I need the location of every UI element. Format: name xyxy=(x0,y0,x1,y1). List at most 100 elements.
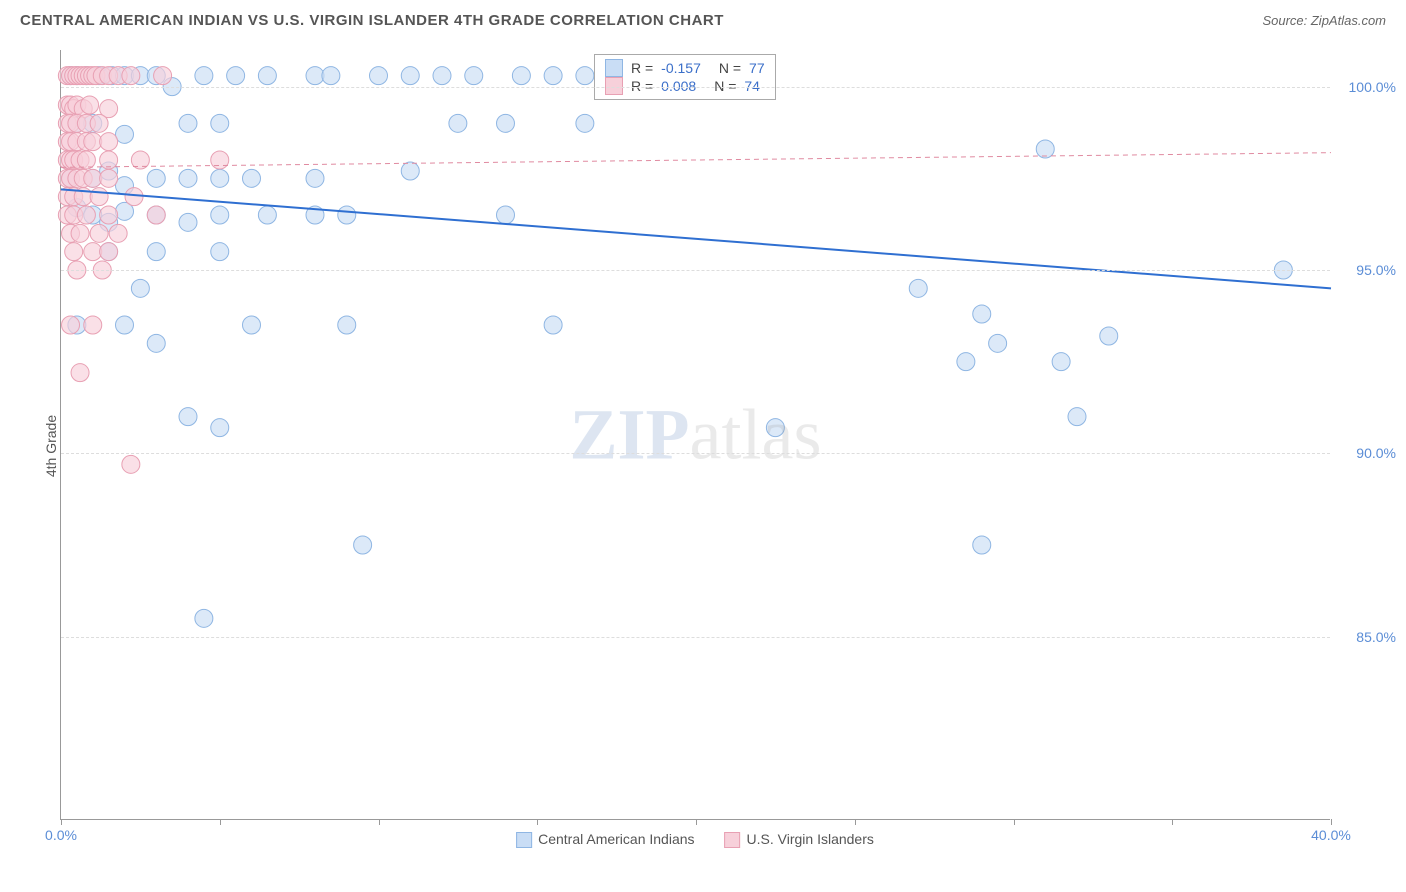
gridline xyxy=(61,87,1330,88)
data-point xyxy=(125,188,143,206)
data-point xyxy=(179,408,197,426)
data-point xyxy=(90,224,108,242)
x-tick xyxy=(1331,819,1332,825)
y-tick-label: 85.0% xyxy=(1356,629,1396,645)
data-point xyxy=(973,536,991,554)
n-value: 77 xyxy=(749,60,765,76)
r-value: -0.157 xyxy=(661,60,701,76)
data-point xyxy=(90,114,108,132)
gridline xyxy=(61,270,1330,271)
x-tick xyxy=(379,819,380,825)
data-point xyxy=(544,316,562,334)
x-tick-label: 0.0% xyxy=(45,827,77,843)
data-point xyxy=(211,243,229,261)
data-point xyxy=(84,316,102,334)
data-point xyxy=(84,133,102,151)
legend-box-swatch xyxy=(605,59,623,77)
data-point xyxy=(71,364,89,382)
data-point xyxy=(497,114,515,132)
data-point xyxy=(116,125,134,143)
data-point xyxy=(109,224,127,242)
data-point xyxy=(147,334,165,352)
data-point xyxy=(100,243,118,261)
data-point xyxy=(147,169,165,187)
chart-title: CENTRAL AMERICAN INDIAN VS U.S. VIRGIN I… xyxy=(20,12,724,29)
gridline xyxy=(61,637,1330,638)
data-point xyxy=(576,67,594,85)
trend-line xyxy=(61,189,1331,288)
x-tick xyxy=(537,819,538,825)
data-point xyxy=(211,206,229,224)
plot-frame: ZIPatlas R =-0.157N =77R =0.008N =74 85.… xyxy=(60,50,1330,820)
data-point xyxy=(243,316,261,334)
n-label: N = xyxy=(719,60,741,76)
data-point xyxy=(122,67,140,85)
data-point xyxy=(449,114,467,132)
series-legend: Central American Indians U.S. Virgin Isla… xyxy=(516,831,874,848)
data-point xyxy=(131,279,149,297)
data-point xyxy=(100,206,118,224)
x-tick xyxy=(855,819,856,825)
data-point xyxy=(306,67,324,85)
data-point xyxy=(957,353,975,371)
data-point xyxy=(258,206,276,224)
data-point xyxy=(100,133,118,151)
data-point xyxy=(179,213,197,231)
data-point xyxy=(65,243,83,261)
data-point xyxy=(1100,327,1118,345)
chart-plot-area: ZIPatlas R =-0.157N =77R =0.008N =74 85.… xyxy=(60,50,1330,820)
x-tick xyxy=(220,819,221,825)
data-point xyxy=(243,169,261,187)
legend-swatch xyxy=(725,832,741,848)
data-point xyxy=(90,188,108,206)
x-tick xyxy=(61,819,62,825)
data-point xyxy=(576,114,594,132)
y-tick-label: 90.0% xyxy=(1356,445,1396,461)
gridline xyxy=(61,453,1330,454)
data-point xyxy=(84,243,102,261)
data-point xyxy=(1036,140,1054,158)
legend-swatch xyxy=(516,832,532,848)
y-tick-label: 100.0% xyxy=(1349,79,1396,95)
data-point xyxy=(62,316,80,334)
data-point xyxy=(544,67,562,85)
data-point xyxy=(497,206,515,224)
data-point xyxy=(77,206,95,224)
data-point xyxy=(401,162,419,180)
data-point xyxy=(71,224,89,242)
data-point xyxy=(211,114,229,132)
data-point xyxy=(989,334,1007,352)
correlation-legend-box: R =-0.157N =77R =0.008N =74 xyxy=(594,54,776,100)
data-point xyxy=(147,206,165,224)
data-point xyxy=(84,169,102,187)
data-point xyxy=(154,67,172,85)
data-point xyxy=(766,419,784,437)
data-point xyxy=(433,67,451,85)
scatter-svg xyxy=(61,50,1330,819)
legend-item: Central American Indians xyxy=(516,831,694,848)
chart-header: CENTRAL AMERICAN INDIAN VS U.S. VIRGIN I… xyxy=(0,0,1406,37)
data-point xyxy=(258,67,276,85)
data-point xyxy=(401,67,419,85)
data-point xyxy=(179,169,197,187)
legend-label: Central American Indians xyxy=(538,831,694,847)
data-point xyxy=(909,279,927,297)
trend-line xyxy=(61,153,1331,168)
x-tick xyxy=(696,819,697,825)
data-point xyxy=(116,316,134,334)
data-point xyxy=(179,114,197,132)
data-point xyxy=(211,169,229,187)
data-point xyxy=(338,316,356,334)
legend-box-row: R =-0.157N =77 xyxy=(605,59,765,77)
data-point xyxy=(1052,353,1070,371)
data-point xyxy=(211,419,229,437)
x-tick xyxy=(1172,819,1173,825)
data-point xyxy=(1068,408,1086,426)
data-point xyxy=(81,96,99,114)
data-point xyxy=(322,67,340,85)
data-point xyxy=(973,305,991,323)
legend-label: U.S. Virgin Islanders xyxy=(747,831,874,847)
data-point xyxy=(354,536,372,554)
y-tick-label: 95.0% xyxy=(1356,262,1396,278)
y-axis-label: 4th Grade xyxy=(43,415,59,477)
